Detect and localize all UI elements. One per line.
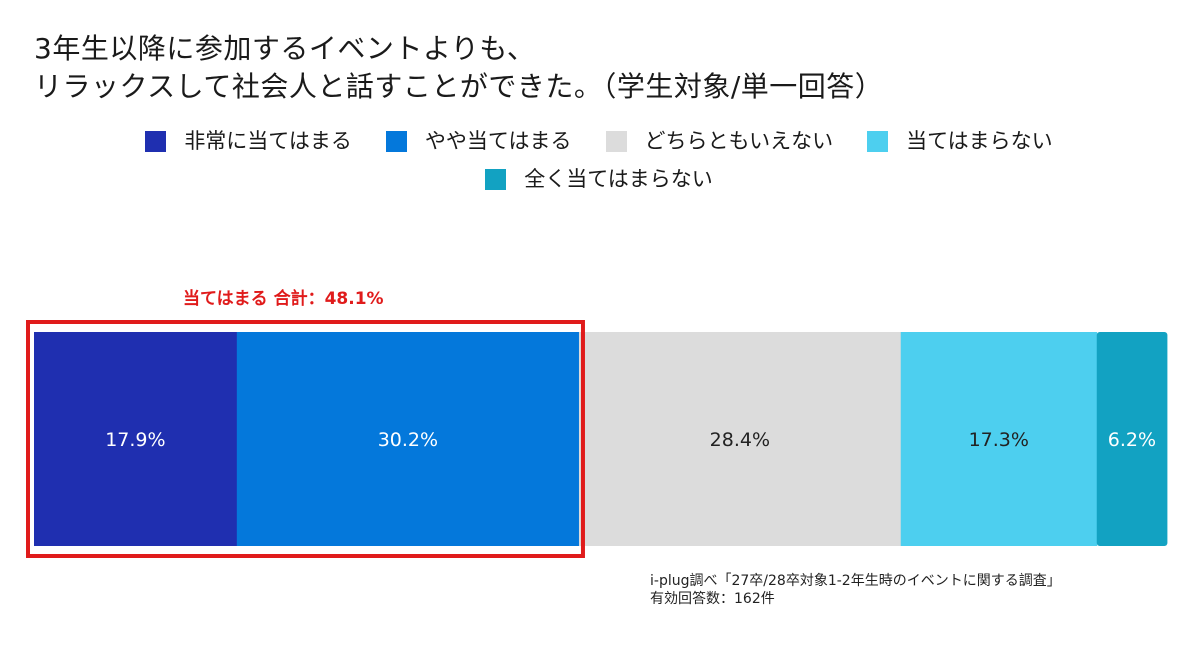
legend-label: 非常に当てはまる: [184, 129, 352, 153]
bar-segment-somewhat-applicable: [236, 332, 580, 546]
bar-segment-not-applicable: [900, 332, 1098, 546]
bar-value-label: 17.9%: [105, 429, 165, 451]
legend-label: やや当てはまる: [424, 129, 572, 153]
legend-item-very-applicable: 非常に当てはまる: [145, 128, 352, 154]
legend-item-not-applicable: 当てはまらない: [867, 128, 1053, 154]
legend-row-2: 全く当てはまらない: [0, 166, 1198, 192]
source-note: i-plug調べ「27卒/28卒対象1-2年生時のイベントに関する調査」 有効回…: [650, 572, 1061, 608]
chart-title: 3年生以降に参加するイベントよりも、 リラックスして社会人と話すことができた。（…: [34, 30, 1164, 106]
bar-segment-very-applicable: [34, 332, 238, 546]
source-note-line-2: 有効回答数：162件: [650, 591, 775, 607]
bar-value-label: 17.3%: [969, 429, 1029, 451]
legend-item-not-at-all-applicable: 全く当てはまらない: [485, 166, 713, 192]
bar-segment-not-at-all-applicable: [1096, 332, 1168, 546]
legend-label: 当てはまらない: [906, 129, 1053, 153]
chart-title-line-2: リラックスして社会人と話すことができた。（学生対象/単一回答）: [34, 70, 884, 103]
legend-swatch: [145, 130, 167, 152]
legend-item-neutral: どちらともいえない: [605, 128, 834, 154]
legend-swatch: [867, 130, 889, 152]
legend-item-somewhat-applicable: やや当てはまる: [385, 128, 572, 154]
highlight-total-label: 当てはまる 合計：48.1%: [183, 289, 384, 309]
legend-label: 全く当てはまらない: [524, 167, 713, 191]
bar-value-label: 28.4%: [710, 429, 770, 451]
source-note-line-1: i-plug調べ「27卒/28卒対象1-2年生時のイベントに関する調査」: [650, 573, 1061, 589]
highlight-box: [26, 320, 585, 558]
legend-swatch: [385, 130, 407, 152]
bar-value-label: 30.2%: [378, 429, 438, 451]
legend-swatch: [485, 168, 507, 190]
legend-label: どちらともいえない: [644, 129, 834, 153]
bar-value-label: 6.2%: [1108, 429, 1156, 451]
bar-segment-neutral: [578, 332, 902, 546]
chart-title-line-1: 3年生以降に参加するイベントよりも、: [34, 32, 536, 65]
legend-swatch: [605, 130, 627, 152]
legend-row-1: 非常に当てはまる やや当てはまる どちらともいえない 当てはまらない: [0, 128, 1198, 154]
